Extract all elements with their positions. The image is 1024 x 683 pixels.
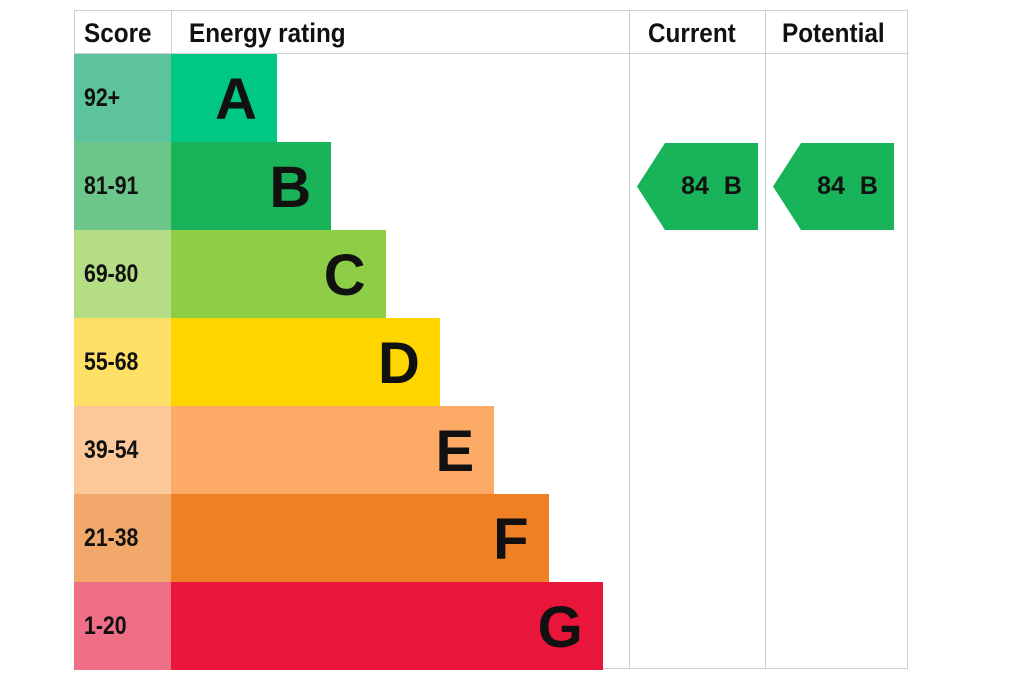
score-cell-e: 39-54 [74, 406, 171, 494]
rating-bar-a: A [171, 54, 277, 142]
score-range: 55-68 [84, 348, 139, 376]
score-range: 1-20 [84, 612, 127, 640]
rating-letter: F [493, 507, 529, 572]
rating-letter: D [378, 331, 420, 396]
score-cell-c: 69-80 [74, 230, 171, 318]
rating-bar-f: F [171, 494, 549, 582]
score-cell-d: 55-68 [74, 318, 171, 406]
rating-bar-b: B [171, 142, 332, 230]
header-energy-rating: Energy rating [189, 18, 346, 48]
column-divider [171, 10, 172, 54]
header-potential: Potential [782, 18, 885, 48]
header-current: Current [648, 18, 736, 48]
rating-letter: B [269, 155, 312, 220]
current-rating-arrow: 84 B [637, 143, 758, 230]
column-divider [629, 10, 630, 669]
rating-letter: A [215, 67, 257, 132]
score-range: 69-80 [84, 260, 139, 288]
score-cell-f: 21-38 [74, 494, 171, 582]
header-divider [74, 53, 908, 54]
score-cell-a: 92+ [74, 54, 171, 142]
header-score: Score [84, 18, 152, 48]
score-range: 81-91 [84, 172, 139, 200]
arrow-shape [637, 143, 758, 230]
score-cell-g: 1-20 [74, 582, 171, 670]
score-range: 39-54 [84, 436, 139, 464]
rating-letter: G [537, 595, 583, 660]
column-divider [765, 10, 766, 669]
rating-bar-d: D [171, 318, 440, 406]
rating-letter: C [323, 243, 366, 308]
rating-bar-g: G [171, 582, 603, 670]
rating-bar-e: E [171, 406, 495, 494]
score-range: 21-38 [84, 524, 139, 552]
rating-bar-c: C [171, 230, 386, 318]
arrow-shape [773, 143, 894, 230]
rating-letter: E [435, 419, 475, 484]
potential-rating-arrow: 84 B [773, 143, 894, 230]
score-range: 92+ [84, 84, 121, 112]
potential-rating-label: 84 B [817, 172, 878, 200]
score-cell-b: 81-91 [74, 142, 171, 230]
current-rating-label: 84 B [681, 172, 742, 200]
